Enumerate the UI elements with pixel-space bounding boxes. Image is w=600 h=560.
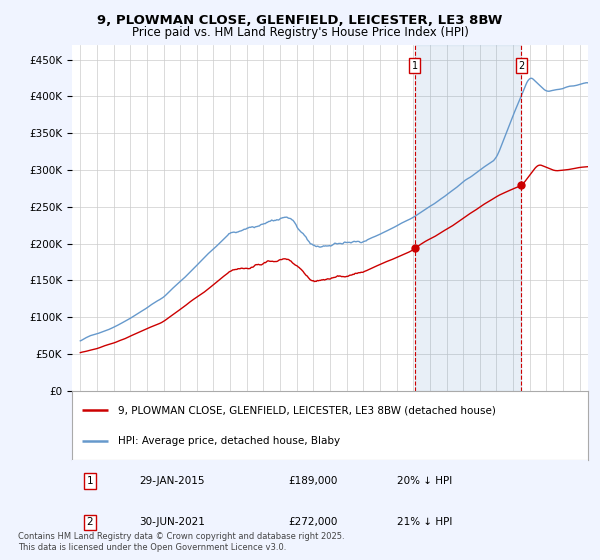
Text: 9, PLOWMAN CLOSE, GLENFIELD, LEICESTER, LE3 8BW: 9, PLOWMAN CLOSE, GLENFIELD, LEICESTER, … — [97, 14, 503, 27]
Text: 1: 1 — [87, 476, 94, 486]
Text: 21% ↓ HPI: 21% ↓ HPI — [397, 517, 452, 528]
Text: 2: 2 — [87, 517, 94, 528]
Text: 20% ↓ HPI: 20% ↓ HPI — [397, 476, 452, 486]
Text: Price paid vs. HM Land Registry's House Price Index (HPI): Price paid vs. HM Land Registry's House … — [131, 26, 469, 39]
Text: 1: 1 — [412, 60, 418, 71]
Text: £189,000: £189,000 — [289, 476, 338, 486]
Text: Contains HM Land Registry data © Crown copyright and database right 2025.
This d: Contains HM Land Registry data © Crown c… — [18, 532, 344, 552]
Text: HPI: Average price, detached house, Blaby: HPI: Average price, detached house, Blab… — [118, 436, 341, 446]
Text: 29-JAN-2015: 29-JAN-2015 — [139, 476, 205, 486]
Text: 9, PLOWMAN CLOSE, GLENFIELD, LEICESTER, LE3 8BW (detached house): 9, PLOWMAN CLOSE, GLENFIELD, LEICESTER, … — [118, 405, 496, 416]
Bar — [415, 45, 521, 391]
Text: 2: 2 — [518, 60, 524, 71]
Text: 30-JUN-2021: 30-JUN-2021 — [139, 517, 205, 528]
Text: £272,000: £272,000 — [289, 517, 338, 528]
